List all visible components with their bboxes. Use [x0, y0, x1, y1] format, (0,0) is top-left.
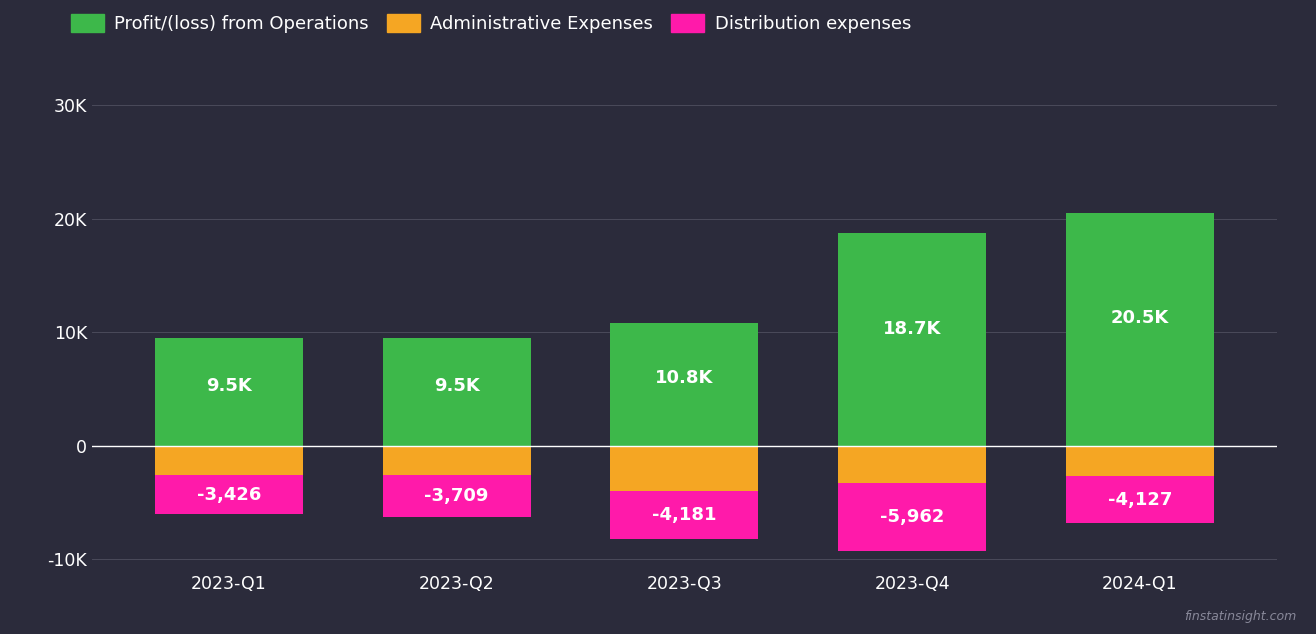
Bar — [838, 233, 986, 446]
Bar — [1066, 213, 1213, 446]
Text: 9.5K: 9.5K — [205, 377, 251, 396]
Text: -4,127: -4,127 — [1108, 491, 1173, 509]
Text: -4K: -4K — [667, 453, 701, 470]
Text: -4,181: -4,181 — [651, 506, 717, 524]
Bar — [155, 476, 303, 514]
Bar — [155, 338, 303, 446]
Text: -5,962: -5,962 — [880, 508, 945, 526]
Text: -3,709: -3,709 — [424, 488, 488, 505]
Bar — [383, 446, 530, 476]
Bar — [1066, 446, 1213, 476]
Text: -3.3K: -3.3K — [886, 450, 938, 468]
Bar — [838, 483, 986, 551]
Text: -2.6K: -2.6K — [430, 447, 483, 465]
Legend: Profit/(loss) from Operations, Administrative Expenses, Distribution expenses: Profit/(loss) from Operations, Administr… — [66, 8, 916, 39]
Text: finstatinsight.com: finstatinsight.com — [1184, 609, 1296, 623]
Bar — [1066, 476, 1213, 523]
Bar — [383, 338, 530, 446]
Text: 10.8K: 10.8K — [655, 369, 713, 387]
Text: 9.5K: 9.5K — [434, 377, 479, 396]
Text: -3,426: -3,426 — [196, 486, 261, 503]
Bar — [611, 323, 758, 446]
Bar — [611, 491, 758, 539]
Text: 18.7K: 18.7K — [883, 320, 941, 338]
Bar — [611, 446, 758, 491]
Bar — [383, 476, 530, 517]
Text: -2.6K: -2.6K — [203, 447, 255, 465]
Text: 20.5K: 20.5K — [1111, 309, 1169, 327]
Text: -2.7K: -2.7K — [1113, 448, 1166, 465]
Bar — [838, 446, 986, 483]
Bar — [155, 446, 303, 476]
